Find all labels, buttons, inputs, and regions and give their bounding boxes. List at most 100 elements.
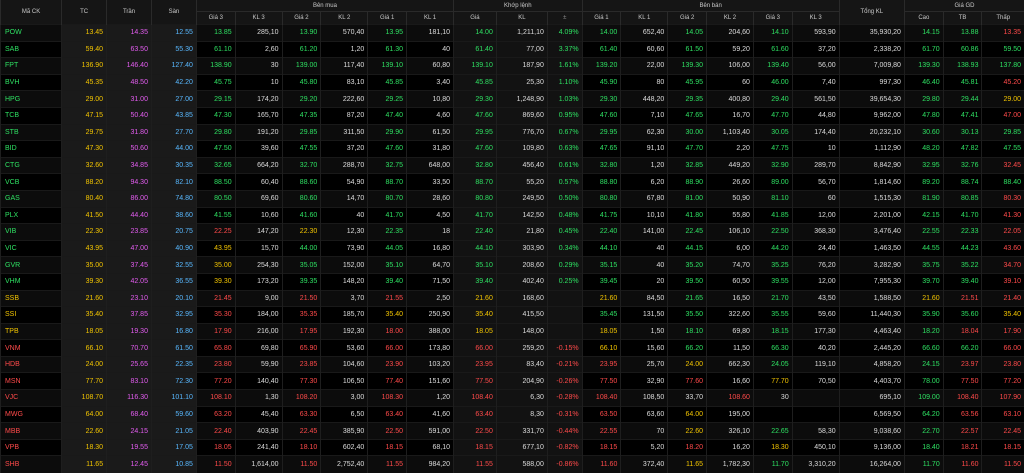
cell-ask-price3[interactable]: 66.30	[753, 340, 792, 357]
cell-symbol[interactable]: MBB	[1, 423, 62, 440]
cell-bid-price2[interactable]: 108.20	[282, 390, 321, 407]
cell-match-price[interactable]: 14.00	[454, 25, 497, 42]
cell-bid-vol3[interactable]: 173,20	[235, 273, 282, 290]
cell-bid-vol1[interactable]: 31,80	[407, 141, 454, 158]
cell-ask-vol1[interactable]: 40	[621, 257, 668, 274]
cell-match-vol[interactable]: 249,50	[496, 190, 547, 207]
cell-match-vol[interactable]: 776,70	[496, 124, 547, 141]
cell-bid-price3[interactable]: 77.20	[196, 373, 235, 390]
cell-bid-vol1[interactable]: 41,60	[407, 406, 454, 423]
cell-symbol[interactable]: VIB	[1, 224, 62, 241]
cell-ask-vol2[interactable]: 55,80	[707, 207, 754, 224]
cell-ask-vol1[interactable]: 1,50	[621, 323, 668, 340]
cell-ask-price3[interactable]: 18.30	[753, 439, 792, 456]
header-ask-price1[interactable]: Giá 1	[582, 12, 621, 25]
cell-symbol[interactable]: BVH	[1, 74, 62, 91]
cell-match-price[interactable]: 35.10	[454, 257, 497, 274]
cell-change[interactable]: 0.48%	[547, 207, 582, 224]
cell-change[interactable]: 0.67%	[547, 124, 582, 141]
cell-ask-price1[interactable]: 88.80	[582, 174, 621, 191]
cell-change[interactable]: 3.37%	[547, 41, 582, 58]
cell-ask-price2[interactable]: 35.50	[668, 307, 707, 324]
cell-bid-vol3[interactable]: 254,30	[235, 257, 282, 274]
cell-symbol[interactable]: VCB	[1, 174, 62, 191]
cell-ask-price2[interactable]: 47.70	[668, 141, 707, 158]
cell-match-vol[interactable]: 6,30	[496, 390, 547, 407]
cell-match-vol[interactable]: 148,00	[496, 323, 547, 340]
cell-match-price[interactable]: 39.40	[454, 273, 497, 290]
cell-ask-vol3[interactable]: 593,90	[792, 25, 839, 42]
cell-ask-price1[interactable]: 66.10	[582, 340, 621, 357]
cell-bid-price1[interactable]: 29.90	[368, 124, 407, 141]
cell-ask-price3[interactable]: 30	[753, 390, 792, 407]
cell-bid-price1[interactable]: 45.85	[368, 74, 407, 91]
cell-match-price[interactable]: 18.15	[454, 439, 497, 456]
cell-ask-vol2[interactable]: 16,60	[707, 373, 754, 390]
cell-bid-vol3[interactable]: 664,20	[235, 157, 282, 174]
header-total-volume[interactable]: Tổng KL	[839, 0, 904, 25]
cell-bid-price2[interactable]: 35.35	[282, 307, 321, 324]
cell-bid-price3[interactable]: 32.65	[196, 157, 235, 174]
cell-ask-price3[interactable]: 11.70	[753, 456, 792, 473]
cell-match-price[interactable]: 47.60	[454, 107, 497, 124]
header-symbol[interactable]: Mã CK	[1, 0, 62, 25]
cell-bid-vol3[interactable]: 9,00	[235, 290, 282, 307]
cell-bid-price3[interactable]: 11.50	[196, 456, 235, 473]
cell-ask-vol3[interactable]: 40,20	[792, 340, 839, 357]
cell-match-vol[interactable]: 83,40	[496, 356, 547, 373]
cell-symbol[interactable]: SSB	[1, 290, 62, 307]
header-ask-price2[interactable]: Giá 2	[668, 12, 707, 25]
cell-bid-vol2[interactable]: 222,60	[321, 91, 368, 108]
cell-ask-price2[interactable]: 29.35	[668, 91, 707, 108]
cell-ask-price3[interactable]: 35.55	[753, 307, 792, 324]
cell-bid-price2[interactable]: 13.90	[282, 25, 321, 42]
cell-ask-vol3[interactable]: 59,60	[792, 307, 839, 324]
cell-symbol[interactable]: VNM	[1, 340, 62, 357]
cell-ask-vol1[interactable]: 63,60	[621, 406, 668, 423]
cell-bid-vol3[interactable]: 69,80	[235, 340, 282, 357]
cell-ask-price1[interactable]: 18.15	[582, 439, 621, 456]
cell-bid-vol1[interactable]: 103,20	[407, 356, 454, 373]
cell-ask-vol1[interactable]: 141,00	[621, 224, 668, 241]
cell-ask-vol3[interactable]: 177,30	[792, 323, 839, 340]
cell-ask-price1[interactable]: 61.40	[582, 41, 621, 58]
cell-symbol[interactable]: VIC	[1, 240, 62, 257]
cell-ask-price1[interactable]: 14.00	[582, 25, 621, 42]
cell-ask-vol3[interactable]: 12,00	[792, 273, 839, 290]
cell-symbol[interactable]: VJC	[1, 390, 62, 407]
cell-symbol[interactable]: VHM	[1, 273, 62, 290]
cell-ask-vol3[interactable]: 174,40	[792, 124, 839, 141]
cell-ask-price2[interactable]: 18.10	[668, 323, 707, 340]
cell-bid-vol3[interactable]: 10	[235, 74, 282, 91]
cell-bid-price3[interactable]: 17.90	[196, 323, 235, 340]
cell-bid-price3[interactable]: 35.30	[196, 307, 235, 324]
cell-bid-price3[interactable]: 29.15	[196, 91, 235, 108]
cell-match-vol[interactable]: 1,248,90	[496, 91, 547, 108]
header-bid-price3[interactable]: Giá 3	[196, 12, 235, 25]
cell-bid-vol1[interactable]: 4,50	[407, 207, 454, 224]
cell-bid-vol2[interactable]: 2,752,40	[321, 456, 368, 473]
cell-bid-vol3[interactable]: 140,40	[235, 373, 282, 390]
cell-ask-vol1[interactable]: 6,20	[621, 174, 668, 191]
cell-ask-price2[interactable]: 61.50	[668, 41, 707, 58]
cell-ask-price2[interactable]: 45.95	[668, 74, 707, 91]
cell-bid-price1[interactable]: 32.75	[368, 157, 407, 174]
cell-bid-price2[interactable]: 23.85	[282, 356, 321, 373]
cell-ask-vol1[interactable]: 652,40	[621, 25, 668, 42]
cell-symbol[interactable]: SHB	[1, 456, 62, 473]
cell-bid-price2[interactable]: 77.30	[282, 373, 321, 390]
cell-bid-vol3[interactable]: 60,40	[235, 174, 282, 191]
cell-bid-price3[interactable]: 45.75	[196, 74, 235, 91]
cell-ask-price1[interactable]: 18.05	[582, 323, 621, 340]
header-bid-price2[interactable]: Giá 2	[282, 12, 321, 25]
cell-ask-price2[interactable]: 18.20	[668, 439, 707, 456]
cell-symbol[interactable]: HPG	[1, 91, 62, 108]
cell-bid-price3[interactable]: 22.25	[196, 224, 235, 241]
cell-bid-price3[interactable]: 108.10	[196, 390, 235, 407]
cell-change[interactable]: -0.28%	[547, 390, 582, 407]
cell-match-vol[interactable]: 331,70	[496, 423, 547, 440]
cell-bid-vol1[interactable]: 984,20	[407, 456, 454, 473]
